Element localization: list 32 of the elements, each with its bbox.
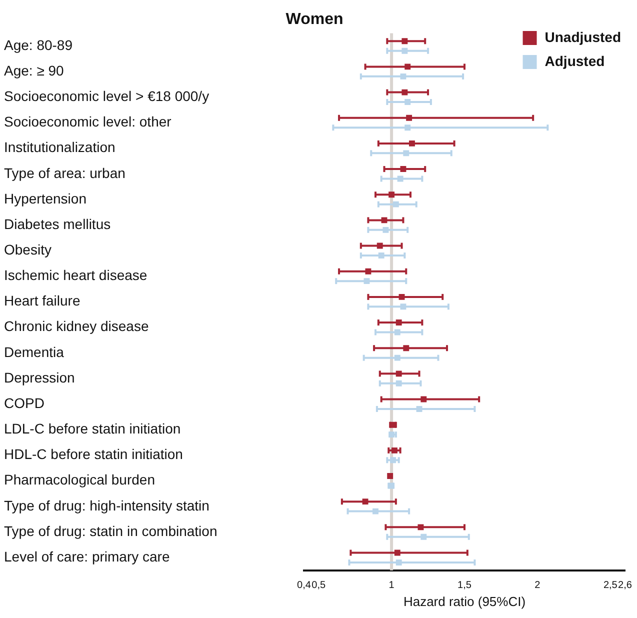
x-tick-label: 2,6 bbox=[618, 580, 632, 592]
y-tick-label: Age: 80-89 bbox=[4, 36, 73, 53]
y-tick-label: Dementia bbox=[4, 344, 64, 360]
y-tick-label: Age: ≥ 90 bbox=[4, 62, 64, 78]
y-tick-label: Depression bbox=[4, 369, 75, 386]
y-tick-label: Hypertension bbox=[4, 190, 86, 206]
x-axis-title: Hazard ratio (95%CI) bbox=[403, 594, 526, 609]
y-tick-label: LDL-C before statin initiation bbox=[4, 420, 181, 437]
y-tick-label: Level of care: primary care bbox=[4, 548, 170, 564]
chart-title: Women bbox=[286, 11, 344, 28]
y-tick-label: COPD bbox=[4, 394, 44, 411]
y-tick-label: Socioeconomic level > €18 000/y bbox=[4, 88, 210, 104]
y-tick-label: Type of area: urban bbox=[4, 164, 126, 181]
y-tick-label: Type of drug: high-intensity statin bbox=[4, 497, 210, 514]
y-tick-label: Institutionalization bbox=[4, 139, 116, 156]
x-tick-label: 0,5 bbox=[312, 580, 326, 592]
legend-label: Adjusted bbox=[544, 52, 605, 69]
y-tick-label: Type of drug: statin in combination bbox=[4, 522, 218, 539]
legend-label: Unadjusted bbox=[544, 28, 622, 45]
y-tick-label: Diabetes mellitus bbox=[4, 216, 111, 232]
x-tick-label: 0,4 bbox=[297, 580, 312, 592]
x-tick-label: 1,5 bbox=[458, 580, 472, 592]
y-tick-label: Socioeconomic level: other bbox=[4, 114, 172, 130]
x-tick-label: 2 bbox=[534, 580, 541, 592]
y-tick-label: HDL-C before statin initiation bbox=[4, 446, 183, 462]
y-tick-label: Obesity bbox=[4, 241, 52, 258]
y-tick-label: Chronic kidney disease bbox=[4, 318, 149, 334]
y-tick-label: Ischemic heart disease bbox=[4, 267, 148, 284]
x-tick-label: 2,5 bbox=[603, 580, 618, 592]
x-tick-label: 1 bbox=[388, 580, 395, 592]
y-tick-label: Pharmacological burden bbox=[4, 472, 155, 488]
y-tick-label: Heart failure bbox=[4, 292, 80, 309]
